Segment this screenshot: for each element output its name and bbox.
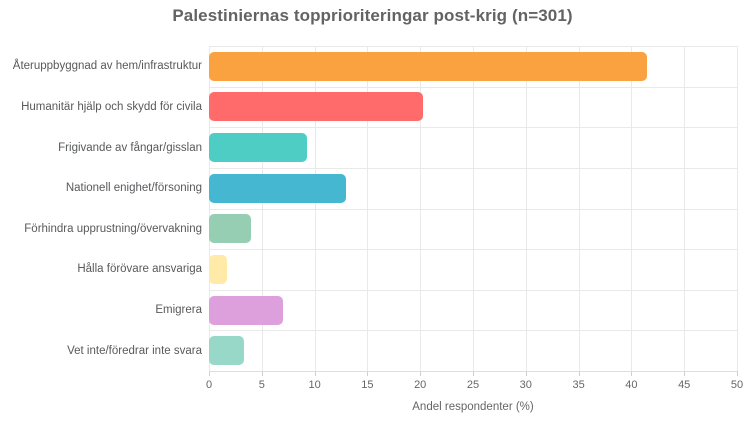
x-tick-mark xyxy=(684,371,686,376)
x-axis-tick-labels: 0 5 10 15 20 25 30 35 40 45 50 xyxy=(205,379,743,393)
x-tick-label: 5 xyxy=(258,379,265,391)
x-tick-label: 40 xyxy=(625,379,638,391)
x-tick-mark xyxy=(737,371,738,376)
x-tick-mark xyxy=(631,371,633,376)
gridline-horizontal xyxy=(209,46,737,47)
x-tick-label: 35 xyxy=(572,379,585,391)
bar xyxy=(209,92,424,122)
chart-title: Palestiniernas topprioriteringar post-kr… xyxy=(172,6,573,25)
x-tick-label: 20 xyxy=(414,379,427,391)
gridline-horizontal xyxy=(209,208,737,210)
x-tick-label: 10 xyxy=(308,379,321,391)
category-label: Hålla förövare ansvariga xyxy=(77,263,202,276)
x-axis-line xyxy=(209,371,737,372)
bar xyxy=(209,336,244,366)
bar xyxy=(209,214,252,244)
gridline-vertical xyxy=(737,46,738,371)
x-tick-mark xyxy=(525,371,527,376)
bar xyxy=(209,51,648,81)
x-tick-mark xyxy=(420,371,422,376)
x-tick-label: 30 xyxy=(519,379,532,391)
gridline-horizontal xyxy=(209,249,737,251)
x-tick-mark xyxy=(261,371,263,376)
x-tick-mark xyxy=(367,371,369,376)
x-tick-mark xyxy=(578,371,580,376)
category-label: Emigrera xyxy=(155,304,202,317)
x-tick-label: 25 xyxy=(466,379,480,391)
category-label: Nationell enighet/försoning xyxy=(65,182,202,195)
y-axis-labels: Återuppbyggnad av hem/infrastruktur Human… xyxy=(0,46,209,371)
plot-area xyxy=(209,46,738,376)
x-tick-label: 45 xyxy=(678,379,691,391)
bar xyxy=(209,173,347,203)
bar xyxy=(209,133,308,163)
bar xyxy=(209,254,227,284)
x-tick-mark xyxy=(473,371,474,376)
category-label: Vet inte/föredrar inte svara xyxy=(67,344,202,357)
gridline-horizontal xyxy=(209,127,737,129)
gridline-horizontal xyxy=(209,289,737,291)
category-label: Humanitär hjälp och skydd för civila xyxy=(21,100,202,113)
x-tick-mark xyxy=(314,371,316,376)
category-label: Frigivande av fångar/gisslan xyxy=(58,141,202,154)
x-tick-mark xyxy=(209,371,210,376)
gridline-horizontal xyxy=(209,167,737,169)
x-tick-label: 0 xyxy=(205,379,213,391)
x-tick-label: 50 xyxy=(730,379,744,391)
x-tick-label: 15 xyxy=(361,379,374,391)
gridline-horizontal xyxy=(209,330,737,332)
gridline-horizontal xyxy=(209,86,737,88)
category-label: Förhindra upprustning/övervakning xyxy=(24,222,202,235)
bar xyxy=(209,295,283,325)
x-axis-title: Andel respondenter (%) xyxy=(412,401,534,413)
category-label: Återuppbyggnad av hem/infrastruktur xyxy=(12,60,202,73)
